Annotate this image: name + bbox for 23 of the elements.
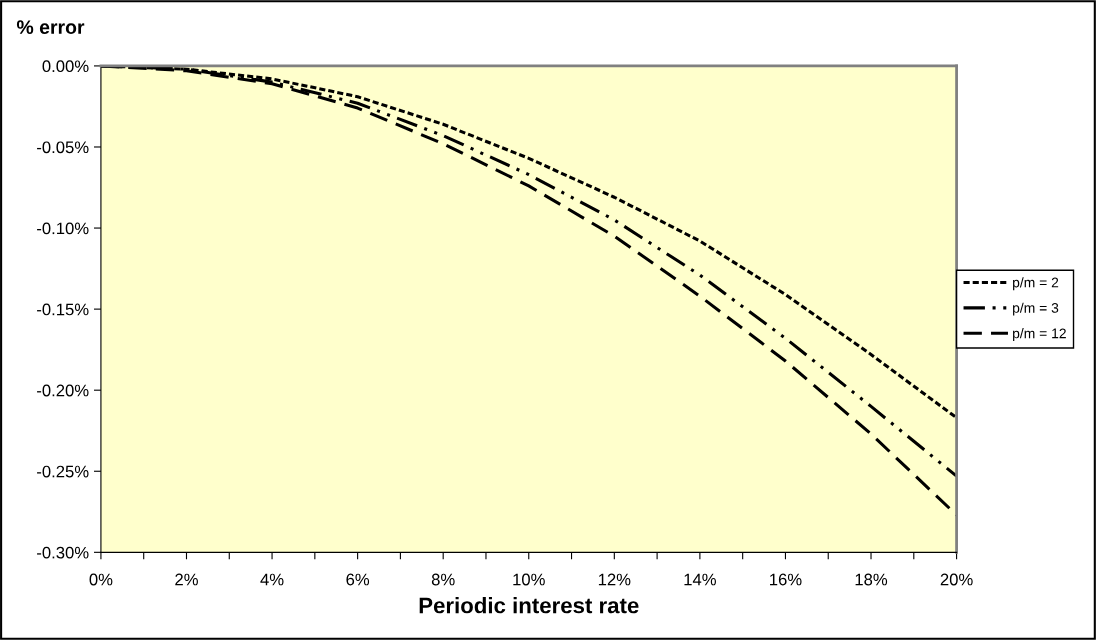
- legend-label: p/m = 2: [1013, 277, 1059, 291]
- y-tick-label: -0.30%: [37, 546, 89, 559]
- y-tick-label: -0.25%: [37, 465, 89, 478]
- y-tick-label: -0.05%: [37, 141, 89, 154]
- x-axis-title: Periodic interest rate: [419, 597, 639, 614]
- x-tick-label: 10%: [513, 573, 545, 586]
- x-tick-label: 8%: [431, 573, 455, 586]
- x-tick-label: 14%: [684, 573, 716, 586]
- x-tick-label: 0%: [89, 573, 113, 586]
- x-tick-label: 18%: [855, 573, 888, 586]
- y-tick-label: -0.10%: [37, 222, 89, 235]
- legend-label: p/m = 3: [1013, 302, 1059, 316]
- y-tick-label: 0.00%: [42, 60, 89, 73]
- x-tick-label: 6%: [346, 573, 370, 586]
- x-tick-label: 20%: [940, 573, 973, 586]
- y-axis-title: % error: [16, 20, 85, 35]
- legend-label: p/m = 12: [1013, 328, 1066, 342]
- x-tick-label: 2%: [175, 573, 198, 586]
- y-tick-label: -0.20%: [37, 384, 89, 397]
- y-tick-label: -0.15%: [37, 303, 89, 316]
- x-tick-label: 4%: [260, 573, 284, 586]
- x-tick-label: 16%: [770, 573, 802, 586]
- x-tick-label: 12%: [598, 573, 631, 586]
